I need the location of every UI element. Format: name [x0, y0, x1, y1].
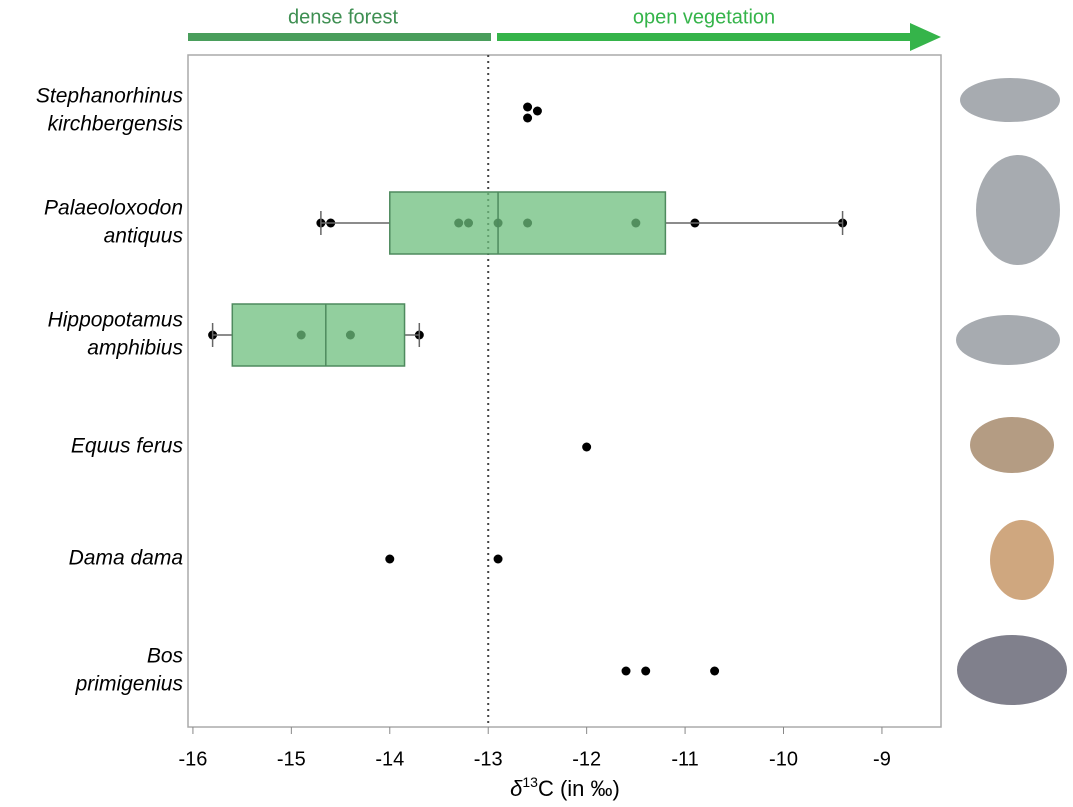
x-label-symbol: δ	[510, 776, 523, 801]
box	[232, 304, 404, 366]
category-label: Hippopotamus	[48, 309, 184, 332]
data-point	[582, 443, 591, 452]
x-axis-label: δ13C (in ‰)	[510, 774, 620, 801]
category-label: antiquus	[104, 225, 184, 248]
x-tick-label: -11	[671, 748, 698, 770]
open-bar	[497, 33, 912, 41]
icon	[990, 520, 1054, 600]
icon	[957, 635, 1067, 705]
animal-icons	[956, 78, 1067, 705]
category-label: Dama dama	[69, 547, 183, 570]
data-point	[385, 555, 394, 564]
data-point	[710, 667, 719, 676]
icon	[976, 155, 1060, 265]
category-label: kirchbergensis	[48, 113, 184, 136]
forest-bar	[188, 33, 491, 41]
category-label: Bos	[147, 645, 184, 668]
x-tick-label: -12	[572, 748, 601, 770]
category-label: Equus ferus	[71, 435, 184, 458]
icon	[960, 78, 1060, 122]
category-label: primigenius	[75, 673, 184, 696]
data-point	[533, 107, 542, 116]
arrow-head	[910, 23, 941, 51]
category-label: Stephanorhinus	[36, 85, 184, 108]
data-point	[523, 103, 532, 112]
data-point	[494, 555, 503, 564]
forest-label: dense forest	[288, 6, 399, 28]
x-tick-label: -13	[474, 748, 503, 770]
x-tick-label: -10	[769, 748, 798, 770]
data-point	[622, 667, 631, 676]
icon	[970, 417, 1054, 473]
chart: dense forest open vegetation δ13C (in ‰)…	[0, 0, 1073, 807]
category-label: Palaeoloxodon	[44, 197, 183, 220]
category-label: amphibius	[87, 337, 183, 360]
x-tick-label: -14	[375, 748, 404, 770]
icon	[956, 315, 1060, 365]
plot-frame	[188, 55, 941, 727]
x-tick-label: -15	[277, 748, 306, 770]
data-point	[523, 114, 532, 123]
open-label: open vegetation	[633, 6, 775, 28]
box	[390, 192, 666, 254]
x-tick-label: -16	[178, 748, 207, 770]
data-point	[641, 667, 650, 676]
x-label-sup: 13	[522, 774, 538, 790]
page: dense forest open vegetation δ13C (in ‰)…	[0, 0, 1073, 807]
x-label-rest: C (in ‰)	[538, 776, 620, 801]
x-tick-label: -9	[873, 748, 891, 770]
